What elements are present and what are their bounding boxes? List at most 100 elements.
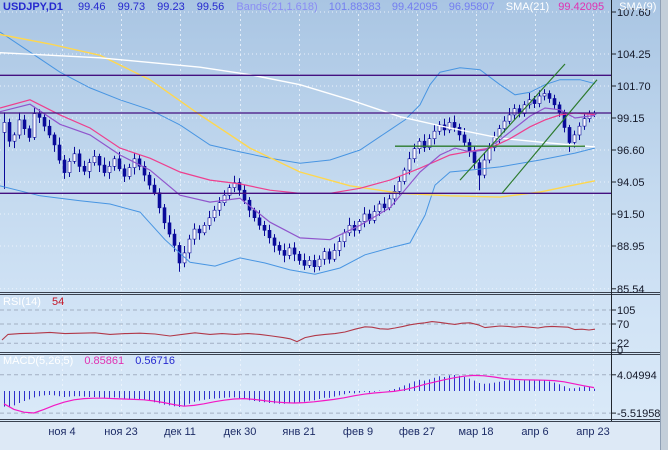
macd-indicator-label: MACD(5,26,5) [3,355,74,367]
candle-body [542,93,547,97]
rsi-axis-label: 70 [617,319,629,331]
close-value: 99.56 [196,1,225,13]
candle-body [402,169,407,182]
high-value: 99.73 [117,1,146,13]
candle-body [92,156,97,163]
price-axis[interactable]: 107.60 104.25 101.70 99.15 96.60 94.05 91.50 88… [611,7,660,420]
candle-body [332,250,337,260]
candle-body [117,158,122,170]
candle-body [437,124,442,132]
macd-main-value: 0.85861 [84,355,125,367]
symbol-period-label: USDJPY,D1 [3,1,63,13]
open-value: 99.46 [77,1,106,13]
date-axis-label: мар 18 [458,426,493,438]
candle-body [237,182,242,191]
bollinger-lower-line [0,147,596,275]
candle-body [97,156,102,166]
candle-body [407,158,412,171]
price-axis-label: 88.95 [617,241,645,253]
candle-body [452,122,457,128]
price-axis-label: 85.54 [617,284,645,296]
price-axis-label: 104.25 [617,49,651,61]
candle-body [102,164,107,173]
candle-body [142,166,147,176]
rsi-value: 54 [51,296,65,308]
candle-body [197,228,202,234]
price-axis-label: 96.60 [617,145,645,157]
candle-body [552,98,557,106]
candle-body [212,209,217,218]
candle-body [112,158,117,167]
candle-body [342,232,347,242]
price-axis-label: 101.70 [617,81,651,93]
candle-body [137,158,142,167]
sma9-indicator-label: SMA(9) [619,1,657,13]
candles-layer [2,89,597,273]
candle-body [207,217,212,226]
candle-body [277,245,282,251]
candle-body [262,225,267,231]
candle-body [302,260,307,266]
macd-pane[interactable] [3,374,595,414]
candle-body [122,168,127,177]
time-axis[interactable]: ноя 4 ноя 23 дек 11 дек 30 янв 21 фев 9 фев 27… [48,426,609,438]
candle-body [192,228,197,240]
trend-line[interactable] [501,79,598,194]
macd-axis-label: 4.04994 [617,370,657,382]
candle-body [577,125,582,136]
rsi-pane-label: RSI(14) 54 [3,296,64,309]
sma21-line [0,99,596,194]
candle-body [307,260,312,266]
candle-body [62,159,67,173]
main-pane[interactable] [0,31,611,275]
candle-body [532,99,537,104]
candle-body [422,140,427,148]
candle-body [317,258,322,268]
candle-body [347,225,352,234]
candle-body [557,104,562,113]
candle-body [172,233,177,246]
candle-body [82,166,87,172]
candle-body [567,127,572,143]
candle-body [22,119,27,130]
candle-body [67,161,72,173]
macd-signal-line [3,374,595,414]
date-axis-label: дек 30 [224,426,257,438]
candle-body [217,202,222,211]
candle-body [107,166,112,173]
candle-body [57,144,62,161]
candle-body [547,93,552,99]
macd-signal-value: 0.56716 [135,355,175,367]
date-axis-strip[interactable] [0,421,660,450]
price-axis-label: 99.15 [617,113,645,125]
candle-body [17,119,22,136]
candle-body [127,167,132,177]
price-axis-label: 107.60 [617,7,651,19]
infobar: USDJPY,D1 99.46 99.73 99.23 99.56 Bands(… [3,1,663,14]
sma21-value: 99.42095 [558,1,605,13]
rsi-indicator-label: RSI(14) [3,296,41,308]
candle-body [432,130,437,139]
trend-line[interactable] [459,63,566,181]
rsi-axis-label: 22 [617,338,629,350]
candle-body [37,113,42,118]
rsi-axis-label: 105 [617,305,635,317]
candle-body [282,250,287,256]
bands-indicator-label: Bands(21,1.618) [236,1,318,13]
candle-body [162,207,167,224]
candle-body [447,122,452,131]
candle-body [417,140,422,149]
rsi-pane[interactable] [1,321,596,343]
candle-body [157,192,162,209]
date-axis-label: янв 21 [282,426,315,438]
candle-body [472,151,477,163]
price-axis-label: 91.50 [617,209,645,221]
date-axis-label: фев 27 [399,426,435,438]
candle-body [337,241,342,251]
candle-body [382,203,387,209]
date-axis-label: дек 11 [164,426,196,438]
candle-body [12,134,17,142]
window-edge-strip [660,0,668,450]
sma21-indicator-label: SMA(21) [505,1,550,13]
